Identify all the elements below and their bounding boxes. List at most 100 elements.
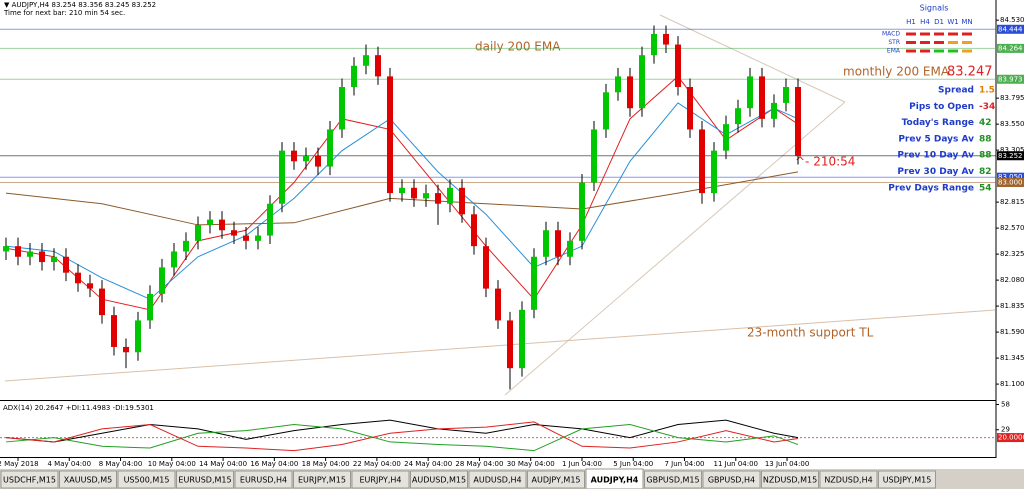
info-label: Today's Range [902, 118, 974, 128]
signal-column: D1 [934, 18, 944, 26]
tab-label: USDCHF,M15 [3, 476, 56, 485]
candle-body [99, 288, 105, 316]
candle-body [759, 76, 765, 119]
support-trendline [4, 309, 996, 382]
indicator-line [5, 421, 799, 452]
info-value: 54 [979, 183, 992, 193]
tab[interactable]: USDCHF,M15 [0, 470, 59, 489]
candle-body [447, 187, 453, 204]
candle-body [291, 150, 297, 162]
candle-body [495, 288, 501, 321]
candle-body [255, 235, 261, 241]
candle-body [699, 129, 705, 194]
signal-cell [948, 32, 958, 36]
candle-body [183, 240, 189, 252]
y-tick-label: 83.550 [1000, 120, 1024, 128]
tab-label: EURJPY,H4 [359, 476, 401, 485]
x-tick-label: 24 May 04:00 [404, 460, 452, 468]
info-value: 88 [979, 134, 992, 144]
tab[interactable]: NZDUSD,M15 [761, 470, 819, 489]
tab[interactable]: NZDUSD,H4 [819, 470, 878, 489]
tab-label: EURUSD,H4 [240, 476, 287, 485]
candle-body [507, 320, 513, 369]
tab-label: NZDUSD,H4 [824, 476, 872, 485]
y-tick-label: 58 [1001, 400, 1010, 408]
signal-row: EMA [887, 48, 901, 55]
x-tick-label: 1 Jun 04:00 [562, 460, 602, 468]
candle-body [75, 272, 81, 284]
level-label: 83.000 [998, 178, 1023, 186]
x-tick-label: 4 May 04:00 [47, 460, 91, 468]
info-label: Prev 10 Day Av [897, 151, 974, 161]
candle-body [207, 219, 213, 225]
tab[interactable]: EURJPY,M15 [293, 470, 351, 489]
y-tick-label: 81.100 [1000, 380, 1024, 388]
tab[interactable]: USDJPY,M15 [878, 470, 936, 489]
x-tick-label: 5 Jun 04:00 [613, 460, 653, 468]
candle-body [399, 187, 405, 194]
tab-label: USDJPY,M15 [883, 476, 932, 485]
candle-body [687, 87, 693, 130]
indicator-line [5, 424, 799, 452]
tab[interactable]: AUDJPY,M15 [527, 470, 585, 489]
level-label: 83.973 [998, 75, 1023, 83]
tab[interactable]: GBPUSD,H4 [702, 470, 761, 489]
signal-column: H4 [920, 18, 930, 26]
x-tick-label: 11 Jun 04:00 [714, 460, 758, 468]
level-label: 83.050 [998, 173, 1023, 181]
tab-label: GBPUSD,H4 [708, 476, 755, 485]
signal-column: MN [961, 18, 972, 26]
candle-body [87, 283, 93, 289]
candle-body [327, 129, 333, 167]
moving-average [5, 75, 799, 311]
signal-column: H1 [906, 18, 916, 26]
y-tick-label: 82.815 [1000, 198, 1024, 206]
y-tick-label: 81.835 [1000, 302, 1024, 310]
y-tick-label: 81.590 [1000, 328, 1024, 336]
tab[interactable]: EURUSD,H4 [234, 470, 293, 489]
tab[interactable]: AUDUSD,M15 [410, 470, 468, 489]
candle-body [567, 240, 573, 257]
level-label: 84.264 [998, 44, 1023, 52]
info-label: Spread [938, 86, 974, 96]
tab-box [410, 470, 468, 489]
candle-body [171, 251, 177, 268]
triangle-lower [504, 101, 846, 396]
candle-body [363, 55, 369, 66]
signal-cell [962, 32, 972, 36]
tab[interactable]: AUDJPY,H4 [585, 468, 644, 489]
candle-body [459, 187, 465, 215]
tab-box [117, 470, 176, 489]
signal-cell [962, 49, 972, 53]
x-tick-label: 28 May 04:00 [455, 460, 503, 468]
candle-body [411, 187, 417, 199]
y-tick-label: 83.305 [1000, 146, 1024, 154]
tab[interactable]: EURUSD,M15 [176, 470, 234, 489]
tab[interactable]: AUDUSD,H4 [468, 470, 527, 489]
tab-box [176, 470, 234, 489]
info-label: Prev 30 Day Av [897, 167, 974, 177]
tab-box [702, 470, 761, 489]
x-tick-label: 14 May 04:00 [199, 460, 247, 468]
candle-body [123, 346, 129, 353]
tab-box [0, 470, 59, 489]
tab[interactable]: US500,M15 [117, 470, 176, 489]
candle-body [51, 256, 57, 263]
tab-box [878, 470, 936, 489]
info-label: Prev 5 Days Av [898, 134, 974, 144]
tab[interactable]: GBPUSD,M15 [644, 470, 702, 489]
candle-body [483, 246, 489, 289]
tab[interactable]: EURJPY,H4 [351, 470, 410, 489]
tab[interactable]: XAUUSD,M5 [59, 470, 117, 489]
bar-timer: Time for next bar: 210 min 54 sec. [3, 9, 125, 17]
candle-body [711, 150, 717, 194]
tab-label: AUDJPY,H4 [591, 476, 639, 485]
signal-row: MACD [882, 31, 900, 38]
signal-cell [948, 41, 958, 44]
tab-label: AUDJPY,M15 [531, 476, 580, 485]
candle-body [603, 92, 609, 130]
annotation: monthly 200 EMA [843, 65, 950, 79]
tab-label: XAUUSD,M5 [64, 476, 112, 485]
info-label: Pips to Open [909, 102, 974, 112]
